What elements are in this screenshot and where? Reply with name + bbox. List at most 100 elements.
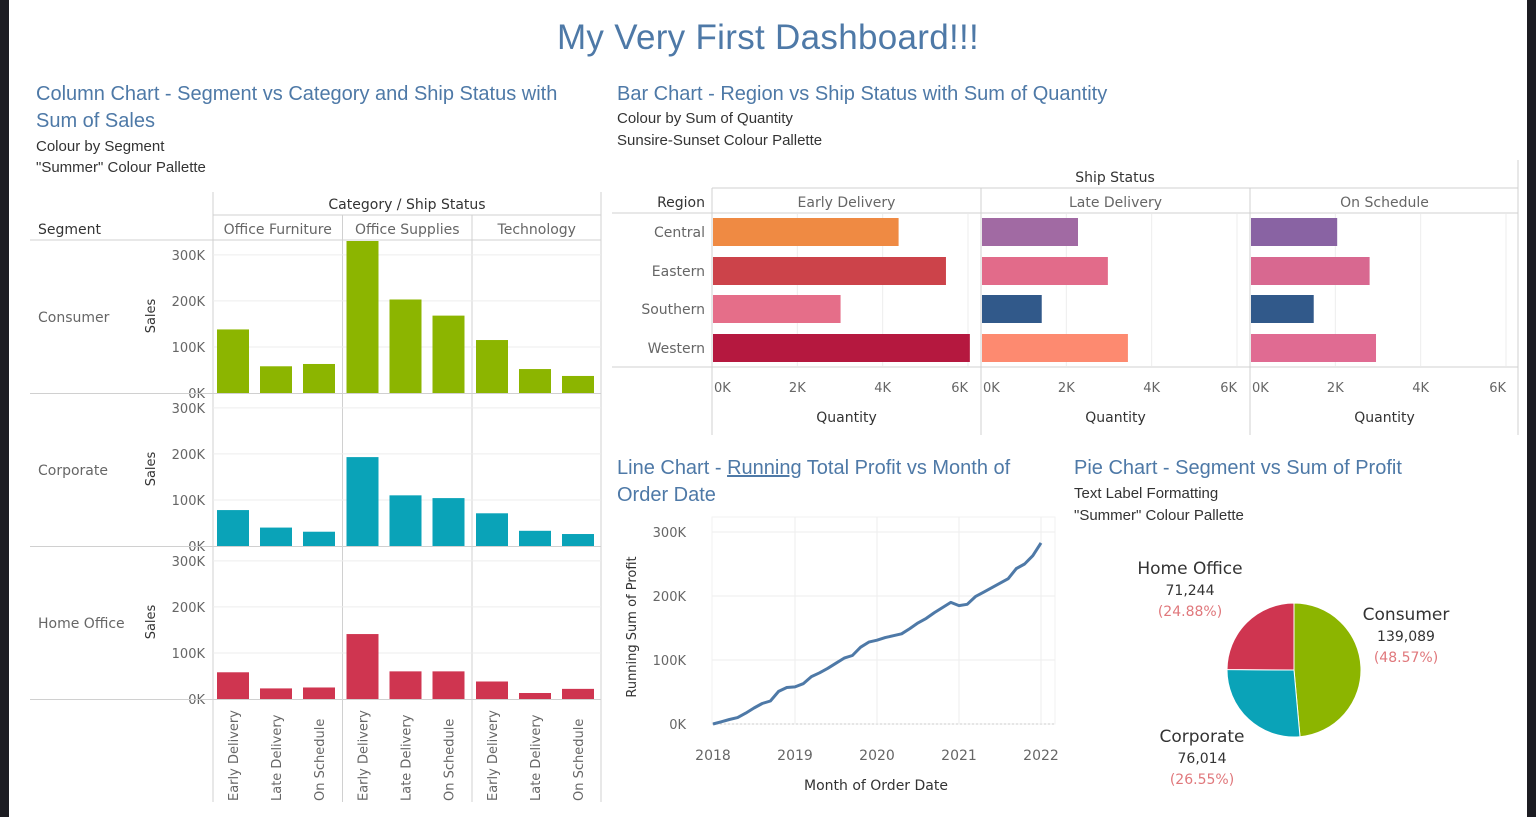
column-ytick-label: 300K	[172, 402, 206, 417]
bar-xlabel: Quantity	[1085, 410, 1146, 426]
bar-chart-subtitle-2: Sunsire-Sunset Colour Pallette	[617, 132, 823, 149]
bar-bar	[1251, 218, 1338, 246]
column-row-header: Segment	[38, 222, 102, 238]
column-ylabel: Sales	[144, 451, 159, 486]
pie-label-value: 76,014	[1178, 751, 1227, 767]
line-xtick-label: 2019	[777, 748, 813, 764]
column-bar	[519, 369, 551, 393]
bar-bar	[713, 218, 899, 246]
bar-bar	[713, 334, 970, 362]
column-chart-title: Column Chart - Segment vs Category and S…	[36, 83, 558, 132]
bar-xtick-label: 4K	[1412, 381, 1429, 396]
column-ytick-label: 200K	[172, 601, 206, 616]
column-bar	[346, 634, 379, 699]
pie-label-name: Corporate	[1160, 727, 1245, 747]
line-ytick-label: 100K	[653, 654, 687, 669]
column-ytick-label: 200K	[172, 448, 206, 463]
bar-bar	[1251, 295, 1314, 323]
column-chart-subtitle-1: Colour by Segment	[36, 138, 165, 155]
line-xtick-label: 2020	[859, 748, 895, 764]
pie-slice	[1293, 602, 1362, 738]
column-ytick-label: 0K	[188, 540, 205, 555]
column-bar	[346, 241, 379, 393]
column-bar	[260, 527, 292, 546]
column-ship-status-label: Early Delivery	[486, 710, 501, 801]
pie-label-pct: (48.57%)	[1374, 650, 1438, 666]
bar-bar	[982, 257, 1108, 285]
bar-region-label: Central	[654, 225, 705, 241]
column-category-label: Technology	[497, 222, 576, 238]
column-ylabel: Sales	[144, 604, 159, 639]
column-segment-label: Corporate	[38, 463, 108, 479]
bar-xtick-label: 0K	[983, 381, 1000, 396]
column-bar	[217, 329, 249, 393]
bar-bar	[982, 218, 1078, 246]
line-chart-title: Line Chart - Running Total Profit vs Mon…	[617, 455, 1057, 509]
column-bar	[346, 457, 379, 546]
column-ship-status-label: Late Delivery	[529, 714, 544, 801]
bar-bar	[1251, 257, 1370, 285]
column-bar	[432, 671, 465, 699]
column-ytick-label: 300K	[172, 249, 206, 264]
column-bar	[217, 510, 249, 546]
bar-xtick-label: 6K	[951, 381, 968, 396]
line-xlabel: Month of Order Date	[804, 778, 948, 794]
column-bar	[519, 530, 551, 546]
column-bar	[303, 687, 335, 699]
column-ytick-label: 0K	[188, 693, 205, 708]
column-bar	[476, 513, 508, 546]
line-xtick-label: 2021	[941, 748, 977, 764]
column-bar	[303, 363, 335, 393]
column-category-label: Office Supplies	[355, 222, 460, 238]
column-header-title: Category / Ship Status	[328, 197, 485, 213]
pie-label-name: Consumer	[1363, 605, 1450, 625]
pie-slice	[1226, 602, 1295, 671]
line-ylabel: Running Sum of Profit	[625, 556, 640, 697]
column-ship-status-label: Late Delivery	[400, 714, 415, 801]
column-bar	[389, 299, 422, 393]
bar-bar	[982, 295, 1042, 323]
bar-bar	[713, 257, 946, 285]
bar-row-header: Region	[657, 195, 705, 211]
line-chart-title-rest: Total Profit vs Month of Order Date	[617, 457, 1011, 506]
bar-chart-title: Bar Chart - Region vs Ship Status with S…	[617, 83, 1108, 105]
column-bar	[217, 672, 249, 699]
column-category-label: Office Furniture	[224, 222, 332, 238]
bar-xtick-label: 2K	[1327, 381, 1344, 396]
bar-bar	[982, 334, 1128, 362]
column-bar	[562, 534, 594, 546]
bar-ship-status-label: Late Delivery	[1069, 195, 1162, 211]
bar-xtick-label: 2K	[789, 381, 806, 396]
pie-label-pct: (24.88%)	[1158, 604, 1222, 620]
column-ship-status-label: Early Delivery	[357, 710, 372, 801]
column-ytick-label: 300K	[172, 555, 206, 570]
window-left-border	[0, 0, 9, 817]
bar-xlabel: Quantity	[1354, 410, 1415, 426]
bar-bar	[713, 295, 841, 323]
window-right-border	[1527, 0, 1536, 817]
pie-label-pct: (26.55%)	[1170, 772, 1234, 788]
line-series	[712, 542, 1043, 726]
column-ship-status-label: On Schedule	[572, 719, 587, 801]
column-segment-label: Home Office	[38, 616, 125, 632]
column-ytick-label: 0K	[188, 387, 205, 402]
line-chart-title-prefix: Line Chart -	[617, 457, 728, 479]
column-ship-status-label: Early Delivery	[227, 710, 242, 801]
bar-region-label: Southern	[641, 302, 705, 318]
line-plot-area	[711, 516, 1056, 725]
pie-chart-subtitle-1: Text Label Formatting	[1074, 485, 1219, 502]
bar-header-title: Ship Status	[1075, 170, 1155, 186]
column-bar	[260, 688, 292, 699]
bar-chart-subtitle-1: Colour by Sum of Quantity	[617, 110, 793, 127]
dashboard-title: My Very First Dashboard!!!	[556, 18, 980, 57]
bar-xtick-label: 6K	[1489, 381, 1506, 396]
column-bar	[476, 340, 508, 393]
column-ship-status-label: Late Delivery	[270, 714, 285, 801]
column-ytick-label: 100K	[172, 341, 206, 356]
column-bar	[389, 671, 422, 699]
pie-chart-subtitle-2: "Summer" Colour Pallette	[1074, 507, 1244, 524]
column-bar	[562, 375, 594, 393]
column-ship-status-label: On Schedule	[313, 719, 328, 801]
column-chart-subtitle-2: "Summer" Colour Pallette	[36, 159, 206, 176]
